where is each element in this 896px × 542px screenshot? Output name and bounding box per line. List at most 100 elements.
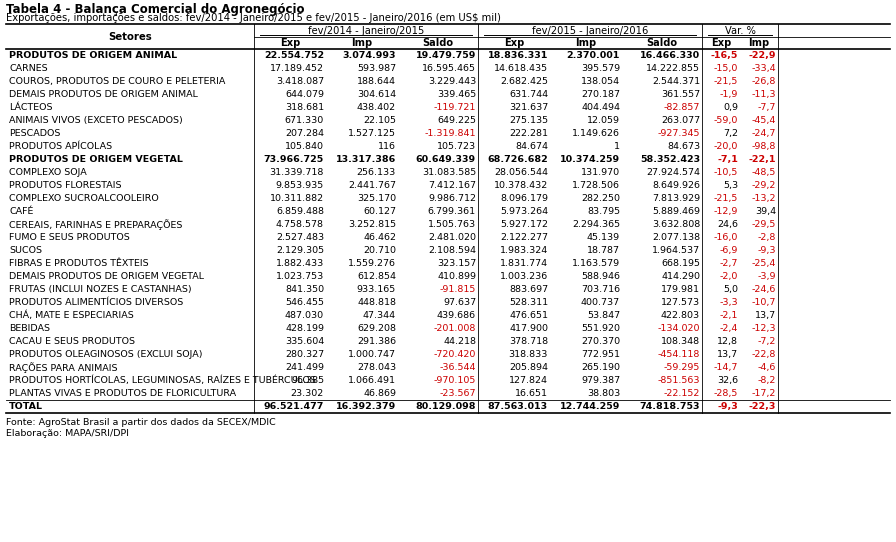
Text: 127.824: 127.824 <box>509 376 548 385</box>
Text: 703.716: 703.716 <box>581 285 620 294</box>
Text: 395.579: 395.579 <box>581 64 620 73</box>
Text: 12.744.259: 12.744.259 <box>560 402 620 411</box>
Text: 1.066.491: 1.066.491 <box>348 376 396 385</box>
Text: 438.402: 438.402 <box>357 103 396 112</box>
Text: -20,0: -20,0 <box>713 142 738 151</box>
Text: 17.189.452: 17.189.452 <box>270 64 324 73</box>
Text: 1.983.324: 1.983.324 <box>500 246 548 255</box>
Text: 2.481.020: 2.481.020 <box>428 233 476 242</box>
Text: 46.462: 46.462 <box>363 233 396 242</box>
Text: 108.348: 108.348 <box>661 337 700 346</box>
Text: 1.527.125: 1.527.125 <box>348 129 396 138</box>
Text: 138.054: 138.054 <box>581 77 620 86</box>
Text: 671.330: 671.330 <box>285 116 324 125</box>
Text: -13,2: -13,2 <box>752 194 776 203</box>
Text: -10,7: -10,7 <box>752 298 776 307</box>
Text: 414.290: 414.290 <box>661 272 700 281</box>
Text: Elaboração: MAPA/SRI/DPI: Elaboração: MAPA/SRI/DPI <box>6 429 129 438</box>
Text: 1.003.236: 1.003.236 <box>500 272 548 281</box>
Text: 323.157: 323.157 <box>436 259 476 268</box>
Text: 28.056.544: 28.056.544 <box>494 168 548 177</box>
Text: -2,7: -2,7 <box>719 259 738 268</box>
Text: 68.726.682: 68.726.682 <box>487 155 548 164</box>
Text: 422.803: 422.803 <box>661 311 700 320</box>
Text: 22.105: 22.105 <box>363 116 396 125</box>
Text: 19.479.759: 19.479.759 <box>416 51 476 60</box>
Text: 2.441.767: 2.441.767 <box>348 181 396 190</box>
Text: -98,8: -98,8 <box>752 142 776 151</box>
Text: 46.869: 46.869 <box>363 389 396 398</box>
Text: CAFÉ: CAFÉ <box>9 207 33 216</box>
Text: -3,9: -3,9 <box>757 272 776 281</box>
Text: Exp: Exp <box>280 38 300 48</box>
Text: 2.077.138: 2.077.138 <box>652 233 700 242</box>
Text: 883.697: 883.697 <box>509 285 548 294</box>
Text: 58.352.423: 58.352.423 <box>640 155 700 164</box>
Text: SUCOS: SUCOS <box>9 246 42 255</box>
Text: 933.165: 933.165 <box>357 285 396 294</box>
Text: -29,5: -29,5 <box>752 220 776 229</box>
Text: 979.387: 979.387 <box>581 376 620 385</box>
Text: 14.618.435: 14.618.435 <box>494 64 548 73</box>
Text: fev/2014 - Janeiro/2015: fev/2014 - Janeiro/2015 <box>308 25 424 35</box>
Text: FUMO E SEUS PRODUTOS: FUMO E SEUS PRODUTOS <box>9 233 130 242</box>
Text: -33,4: -33,4 <box>752 64 776 73</box>
Text: -2,0: -2,0 <box>719 272 738 281</box>
Text: 1.023.753: 1.023.753 <box>276 272 324 281</box>
Text: -7,2: -7,2 <box>758 337 776 346</box>
Text: PRODUTOS APÍCOLAS: PRODUTOS APÍCOLAS <box>9 142 112 151</box>
Text: 179.981: 179.981 <box>661 285 700 294</box>
Text: 84.674: 84.674 <box>515 142 548 151</box>
Text: BEBIDAS: BEBIDAS <box>9 324 50 333</box>
Text: 3.632.808: 3.632.808 <box>651 220 700 229</box>
Text: 74.818.753: 74.818.753 <box>640 402 700 411</box>
Text: -22,1: -22,1 <box>748 155 776 164</box>
Text: 629.208: 629.208 <box>357 324 396 333</box>
Text: 546.455: 546.455 <box>285 298 324 307</box>
Text: -8,2: -8,2 <box>758 376 776 385</box>
Text: Fonte: AgroStat Brasil a partir dos dados da SECEX/MDIC: Fonte: AgroStat Brasil a partir dos dado… <box>6 418 276 427</box>
Text: -24,7: -24,7 <box>752 129 776 138</box>
Text: 13.317.386: 13.317.386 <box>336 155 396 164</box>
Text: -22,8: -22,8 <box>752 350 776 359</box>
Text: 22.554.752: 22.554.752 <box>264 51 324 60</box>
Text: 476.651: 476.651 <box>509 311 548 320</box>
Text: 278.043: 278.043 <box>357 363 396 372</box>
Text: 5.927.172: 5.927.172 <box>500 220 548 229</box>
Text: 16.466.330: 16.466.330 <box>640 51 700 60</box>
Text: Exp: Exp <box>711 38 731 48</box>
Text: -22,3: -22,3 <box>749 402 776 411</box>
Text: -3,3: -3,3 <box>719 298 738 307</box>
Text: 60.127: 60.127 <box>363 207 396 216</box>
Text: -22.152: -22.152 <box>664 389 700 398</box>
Text: PRODUTOS ALIMENTÍCIOS DIVERSOS: PRODUTOS ALIMENTÍCIOS DIVERSOS <box>9 298 184 307</box>
Text: 439.686: 439.686 <box>437 311 476 320</box>
Text: 2.122.277: 2.122.277 <box>500 233 548 242</box>
Text: 20.710: 20.710 <box>363 246 396 255</box>
Text: 649.225: 649.225 <box>437 116 476 125</box>
Text: Tabela 4 - Balança Comercial do Agronegócio: Tabela 4 - Balança Comercial do Agronegó… <box>6 3 305 16</box>
Text: 10.311.882: 10.311.882 <box>270 194 324 203</box>
Text: COUROS, PRODUTOS DE COURO E PELETERIA: COUROS, PRODUTOS DE COURO E PELETERIA <box>9 77 226 86</box>
Text: -6,9: -6,9 <box>719 246 738 255</box>
Text: 361.557: 361.557 <box>661 90 700 99</box>
Text: 404.494: 404.494 <box>581 103 620 112</box>
Text: 318.681: 318.681 <box>285 103 324 112</box>
Text: 265.190: 265.190 <box>581 363 620 372</box>
Text: 3.252.815: 3.252.815 <box>348 220 396 229</box>
Text: 3.229.443: 3.229.443 <box>427 77 476 86</box>
Text: -23.567: -23.567 <box>440 389 476 398</box>
Text: 14.222.855: 14.222.855 <box>646 64 700 73</box>
Text: FRUTAS (INCLUI NOZES E CASTANHAS): FRUTAS (INCLUI NOZES E CASTANHAS) <box>9 285 192 294</box>
Text: -851.563: -851.563 <box>658 376 700 385</box>
Text: 275.135: 275.135 <box>509 116 548 125</box>
Text: 2.294.365: 2.294.365 <box>572 220 620 229</box>
Text: 222.281: 222.281 <box>509 129 548 138</box>
Text: PRODUTOS DE ORIGEM VEGETAL: PRODUTOS DE ORIGEM VEGETAL <box>9 155 183 164</box>
Text: -134.020: -134.020 <box>658 324 700 333</box>
Text: Setores: Setores <box>108 31 152 42</box>
Text: -59,0: -59,0 <box>713 116 738 125</box>
Text: -9,3: -9,3 <box>757 246 776 255</box>
Text: CEREAIS, FARINHAS E PREPARAÇÕES: CEREAIS, FARINHAS E PREPARAÇÕES <box>9 219 183 230</box>
Text: LÁCTEOS: LÁCTEOS <box>9 103 53 112</box>
